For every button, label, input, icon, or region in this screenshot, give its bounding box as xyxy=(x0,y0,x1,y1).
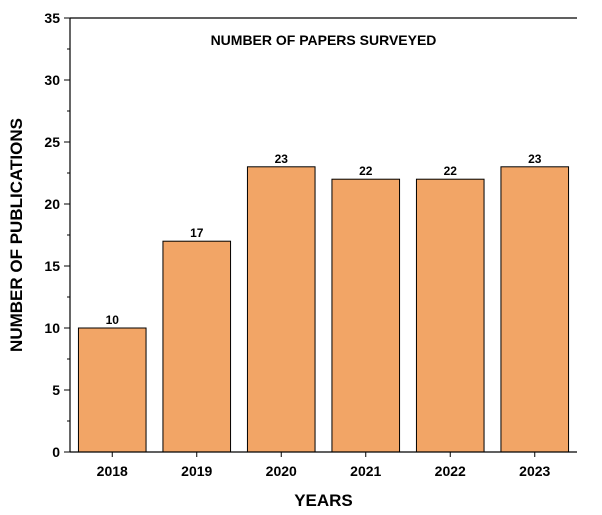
y-tick-label-25: 25 xyxy=(44,134,60,150)
y-axis-title: NUMBER OF PUBLICATIONS xyxy=(7,118,26,352)
chart-title: NUMBER OF PAPERS SURVEYED xyxy=(211,32,437,48)
bars-layer xyxy=(77,166,570,453)
data-label-2018: 10 xyxy=(106,313,120,327)
y-tick-label-20: 20 xyxy=(44,196,60,212)
bar-2020 xyxy=(246,166,316,453)
x-tick-label-2019: 2019 xyxy=(181,463,212,479)
data-label-2020: 23 xyxy=(275,152,289,166)
data-label-2023: 23 xyxy=(528,152,542,166)
y-tick-label-10: 10 xyxy=(44,320,60,336)
bar-2023 xyxy=(500,166,570,453)
y-tick-label-15: 15 xyxy=(44,258,60,274)
data-label-2022: 22 xyxy=(444,164,458,178)
data-label-2021: 22 xyxy=(359,164,373,178)
x-tick-label-2021: 2021 xyxy=(350,463,381,479)
bar-2019 xyxy=(162,240,232,453)
x-tick-label-2020: 2020 xyxy=(266,463,297,479)
x-tick-label-2023: 2023 xyxy=(519,463,550,479)
bar-2021 xyxy=(331,178,401,453)
x-axis-title: YEARS xyxy=(294,491,353,510)
bar-2018 xyxy=(77,327,147,453)
y-tick-label-35: 35 xyxy=(44,10,60,26)
axes-layer: 2018 2019 2020 2021 2022 2023 0 5 10 15 20 25 30 35 xyxy=(44,10,577,479)
bar-2022 xyxy=(415,178,485,453)
y-tick-label-0: 0 xyxy=(52,444,60,460)
data-labels-layer: 10 17 23 22 22 23 xyxy=(106,152,542,327)
y-tick-label-5: 5 xyxy=(52,382,60,398)
data-label-2019: 17 xyxy=(190,226,204,240)
x-tick-label-2018: 2018 xyxy=(97,463,128,479)
y-tick-label-30: 30 xyxy=(44,72,60,88)
x-tick-label-2022: 2022 xyxy=(435,463,466,479)
